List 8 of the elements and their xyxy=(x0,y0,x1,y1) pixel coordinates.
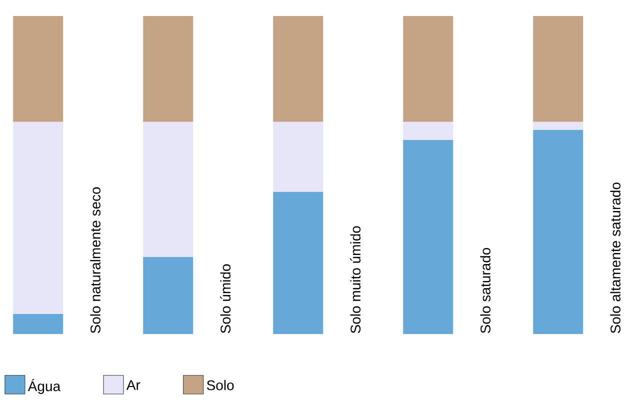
x-tick-label: Solo saturado xyxy=(480,248,490,334)
legend-label: Ar xyxy=(126,380,140,390)
legend-label: Solo xyxy=(206,380,234,390)
x-tick-label: Solo altamente saturado xyxy=(610,182,620,334)
x-tick-label: Solo muito úmido xyxy=(350,226,361,334)
x-tick-label: Solo úmido xyxy=(220,264,231,334)
legend-label: Água xyxy=(28,378,61,394)
x-tick-label: Solo naturalmente seco xyxy=(90,187,100,334)
